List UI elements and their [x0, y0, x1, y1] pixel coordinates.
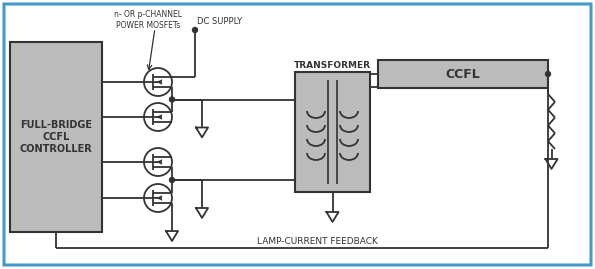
- Bar: [378, 60, 548, 88]
- Circle shape: [170, 97, 174, 102]
- Text: LAMP-CURRENT FEEDBACK: LAMP-CURRENT FEEDBACK: [257, 238, 378, 246]
- FancyBboxPatch shape: [4, 4, 591, 265]
- Text: n- OR p-CHANNEL
POWER MOSFETs: n- OR p-CHANNEL POWER MOSFETs: [114, 10, 182, 30]
- Circle shape: [193, 27, 198, 33]
- Text: DC SUPPLY: DC SUPPLY: [197, 17, 242, 27]
- Bar: [295, 72, 370, 192]
- Text: FULL-BRIDGE
CCFL
CONTROLLER: FULL-BRIDGE CCFL CONTROLLER: [20, 121, 92, 154]
- Circle shape: [546, 72, 550, 76]
- Text: TRANSFORMER: TRANSFORMER: [294, 61, 371, 69]
- Text: CCFL: CCFL: [446, 68, 480, 80]
- Bar: [10, 42, 102, 232]
- Circle shape: [170, 178, 174, 182]
